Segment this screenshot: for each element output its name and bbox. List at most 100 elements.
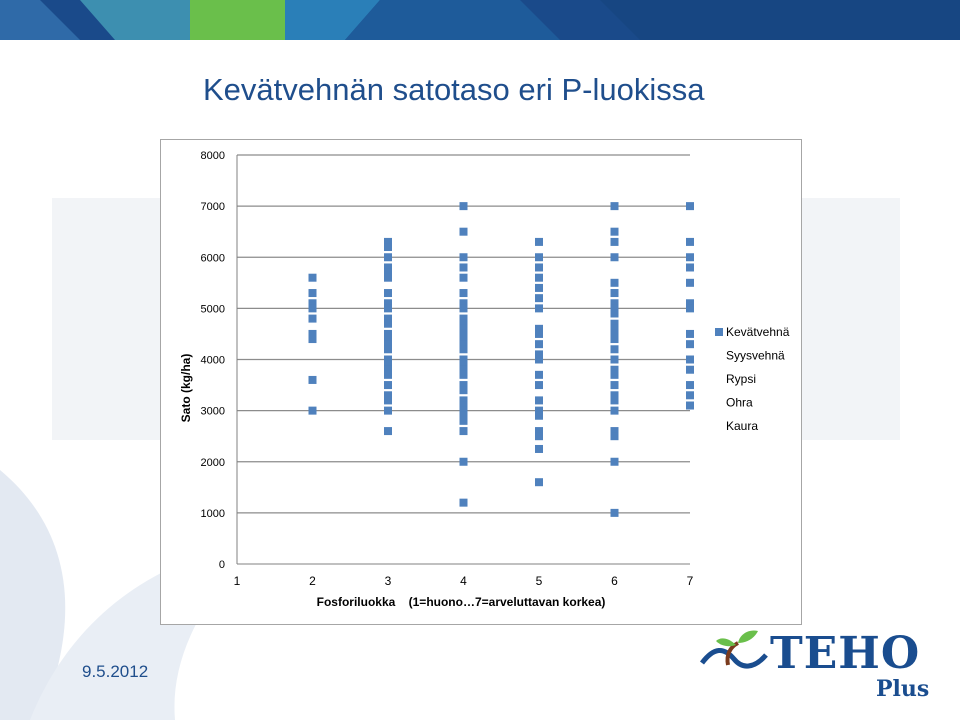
plant-wave-logo-icon	[700, 630, 768, 669]
data-point	[610, 396, 619, 405]
data-point	[610, 299, 619, 308]
data-point	[459, 406, 468, 415]
data-point	[610, 365, 619, 374]
data-point	[459, 386, 468, 395]
data-point	[384, 314, 392, 323]
data-point	[308, 273, 317, 282]
data-point	[686, 299, 694, 308]
x-tick-label: 4	[460, 574, 467, 588]
legend: Kevätvehnä Syysvehnä Rypsi Ohra Kaura	[715, 325, 790, 433]
data-point	[459, 360, 468, 369]
legend-label: Ohra	[726, 396, 753, 410]
data-point	[610, 457, 619, 466]
data-point	[535, 355, 543, 364]
data-point	[535, 324, 543, 333]
data-point	[459, 345, 468, 354]
data-point	[610, 319, 619, 328]
x-tick-labels: 1 2 3 4 5 6 7	[234, 574, 694, 588]
data-point	[610, 253, 619, 262]
data-point	[610, 381, 619, 390]
data-point	[384, 406, 392, 415]
data-point	[459, 314, 468, 323]
legend-label: Kevätvehnä	[726, 325, 790, 339]
data-point	[459, 227, 468, 236]
y-axis-label: Sato (kg/ha)	[179, 354, 193, 423]
data-point	[384, 237, 392, 246]
data-point	[610, 345, 619, 354]
data-point	[459, 299, 468, 308]
x-tick-label: 1	[234, 574, 241, 588]
data-point	[686, 237, 694, 246]
data-point	[686, 263, 694, 272]
data-point	[384, 263, 392, 272]
x-tick-label: 7	[687, 574, 694, 588]
data-point	[384, 253, 392, 262]
data-point	[384, 427, 392, 436]
data-points	[308, 202, 694, 517]
x-tick-label: 3	[385, 574, 392, 588]
data-point	[686, 340, 694, 349]
data-point	[535, 273, 543, 282]
data-point	[610, 202, 619, 211]
data-point	[384, 381, 392, 390]
legend-label: Kaura	[726, 419, 758, 433]
data-point	[535, 329, 543, 338]
data-point	[686, 365, 694, 374]
y-tick-label: 7000	[201, 201, 225, 213]
data-point	[535, 350, 543, 359]
data-point	[535, 411, 543, 420]
data-point	[384, 391, 392, 400]
data-point	[535, 432, 543, 441]
data-point	[308, 304, 317, 313]
data-point	[459, 319, 468, 328]
data-point	[459, 335, 468, 344]
data-point	[459, 381, 468, 390]
y-tick-label: 6000	[201, 252, 225, 264]
x-tick-label: 2	[309, 574, 316, 588]
legend-marker	[715, 328, 723, 336]
data-point	[384, 243, 392, 252]
data-point	[459, 253, 468, 262]
slide-date: 9.5.2012	[82, 662, 149, 681]
data-point	[610, 370, 619, 379]
data-point	[459, 329, 468, 338]
data-point	[459, 365, 468, 374]
data-point	[459, 370, 468, 379]
data-point	[459, 427, 468, 436]
data-point	[384, 299, 392, 308]
scatter-chart: 0 1000 2000 3000 4000 5000 6000 7000 8000 1 2 3 4 5 6…	[179, 150, 790, 609]
data-point	[686, 304, 694, 313]
data-point	[384, 360, 392, 369]
y-tick-labels: 0 1000 2000 3000 4000 5000 6000 7000 8000	[201, 150, 225, 571]
data-point	[459, 457, 468, 466]
data-point	[308, 289, 317, 298]
data-point	[535, 283, 543, 292]
data-point	[610, 427, 619, 436]
data-point	[610, 335, 619, 344]
data-point	[535, 304, 543, 313]
data-point	[308, 335, 317, 344]
x-axis-label: Fosforiluokka (1=huono…7=arveluttavan ko…	[317, 595, 606, 609]
data-point	[459, 355, 468, 364]
y-tick-label: 8000	[201, 150, 225, 162]
x-tick-label: 5	[536, 574, 543, 588]
data-point	[610, 324, 619, 333]
data-point	[384, 365, 392, 374]
data-point	[686, 329, 694, 338]
y-tick-label: 4000	[201, 355, 225, 367]
data-point	[384, 289, 392, 298]
data-point	[459, 340, 468, 349]
data-point	[535, 340, 543, 349]
data-point	[610, 391, 619, 400]
data-point	[686, 381, 694, 390]
y-tick-label: 5000	[201, 303, 225, 315]
data-point	[610, 227, 619, 236]
data-point	[459, 401, 468, 410]
data-point	[459, 273, 468, 282]
data-point	[384, 355, 392, 364]
data-point	[384, 345, 392, 354]
x-tick-label: 6	[611, 574, 618, 588]
data-point	[459, 396, 468, 405]
data-point	[384, 319, 392, 328]
data-point	[535, 427, 543, 436]
